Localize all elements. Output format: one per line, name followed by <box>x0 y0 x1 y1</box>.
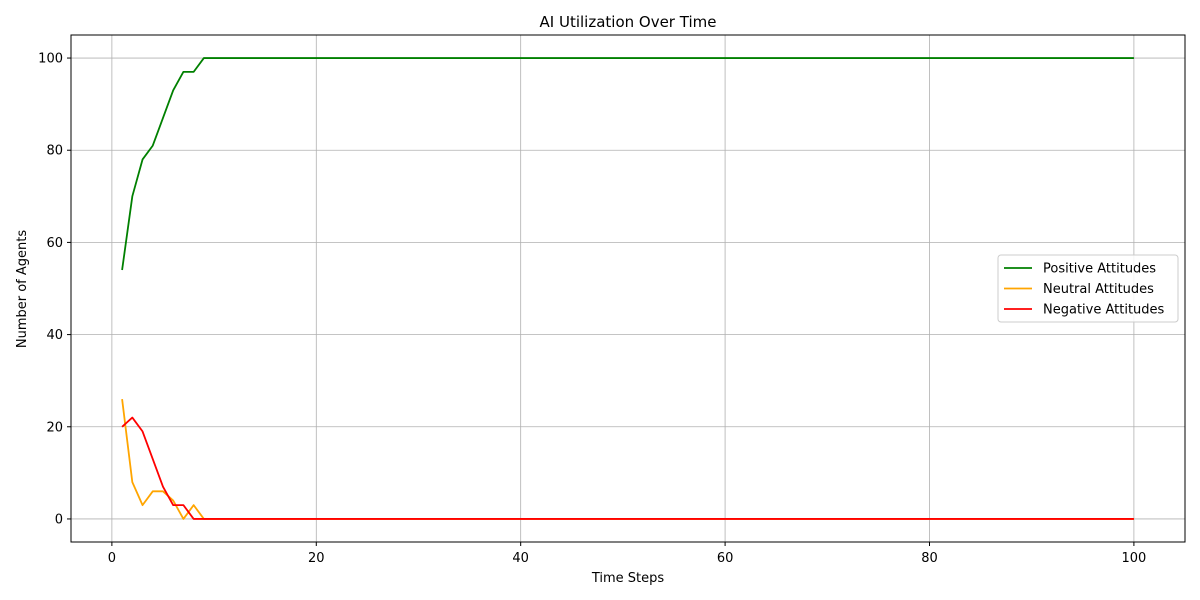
x-tick-label: 0 <box>108 551 116 566</box>
y-tick-label: 100 <box>38 52 63 67</box>
x-axis-label: Time Steps <box>591 571 665 586</box>
x-tick-label: 100 <box>1121 551 1146 566</box>
y-tick-label: 40 <box>46 328 63 343</box>
legend-box <box>997 254 1179 323</box>
negative-attitudes-line <box>121 416 1134 520</box>
x-axis: 0 20 40 60 80 100 <box>108 542 1146 566</box>
y-tick-label: 20 <box>46 420 63 435</box>
chart-title: AI Utilization Over Time <box>540 13 717 31</box>
y-tick-label: 80 <box>46 144 63 159</box>
legend-label-positive-attitudes: Positive Attitudes <box>1043 262 1156 277</box>
x-tick-label: 20 <box>308 551 325 566</box>
series-layer <box>121 57 1134 520</box>
y-tick-label: 0 <box>55 512 63 527</box>
plot-frame <box>70 34 1186 543</box>
legend: Positive Attitudes Neutral Attitudes Negat… <box>997 254 1179 323</box>
x-tick-label: 40 <box>512 551 529 566</box>
legend-label-neutral-attitudes: Neutral Attitudes <box>1043 282 1154 297</box>
x-tick-label: 80 <box>921 551 938 566</box>
positive-attitudes-line <box>121 57 1134 271</box>
y-axis: 0 20 40 60 80 100 <box>38 52 71 527</box>
y-axis-label: Number of Agents <box>15 230 30 348</box>
y-tick-label: 60 <box>46 236 63 251</box>
legend-label-negative-attitudes: Negative Attitudes <box>1043 303 1165 318</box>
x-tick-label: 60 <box>717 551 734 566</box>
